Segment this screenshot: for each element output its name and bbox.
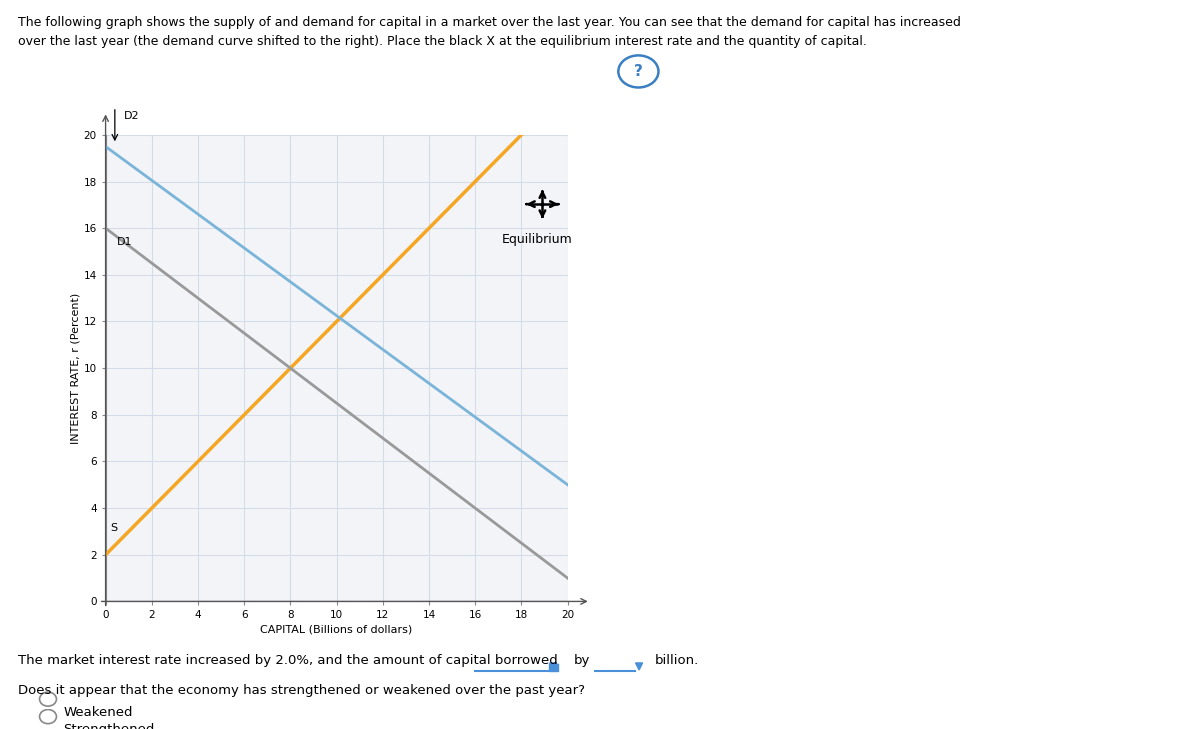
Text: over the last year (the demand curve shifted to the right). Place the black X at: over the last year (the demand curve shi… [18,35,866,48]
Text: Does it appear that the economy has strengthened or weakened over the past year?: Does it appear that the economy has stre… [18,684,586,697]
Text: by: by [574,654,590,667]
Text: Equilibrium: Equilibrium [502,233,572,246]
FancyBboxPatch shape [18,59,682,648]
Text: billion.: billion. [655,654,700,667]
Polygon shape [550,663,557,670]
Text: Weakened: Weakened [64,706,133,719]
Text: Strengthened: Strengthened [64,723,155,729]
Y-axis label: INTEREST RATE, r (Percent): INTEREST RATE, r (Percent) [71,292,80,444]
X-axis label: CAPITAL (Billions of dollars): CAPITAL (Billions of dollars) [260,625,413,635]
Text: D1: D1 [118,236,133,246]
Polygon shape [636,663,643,670]
Text: ?: ? [634,64,643,79]
Text: S: S [110,523,118,534]
Text: The market interest rate increased by 2.0%, and the amount of capital borrowed: The market interest rate increased by 2.… [18,654,558,667]
Text: The following graph shows the supply of and demand for capital in a market over : The following graph shows the supply of … [18,16,961,29]
Text: D2: D2 [124,111,139,120]
